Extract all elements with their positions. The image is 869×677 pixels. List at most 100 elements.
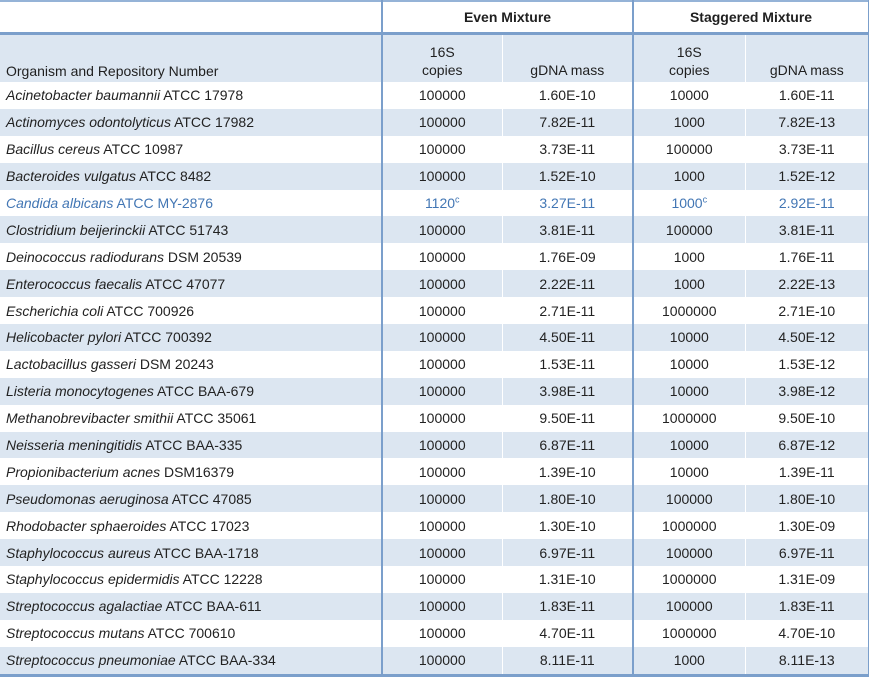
- table-row: Streptococcus pneumoniae ATCC BAA-334 100…: [0, 646, 869, 676]
- organism-cell: Escherichia coli ATCC 700926: [0, 297, 382, 324]
- organism-header-spacer: [0, 1, 382, 35]
- staggered-gdna-mass-cell: 1.52E-12: [744, 162, 869, 190]
- organism-name: Actinomyces odontolyticus: [6, 114, 171, 131]
- staggered-16s-copies-cell: 1000: [632, 270, 746, 298]
- organism-cell: Helicobacter pylori ATCC 700392: [0, 324, 382, 351]
- even-16s-copies-cell: 100000: [381, 619, 502, 647]
- organism-cell: Bacteroides vulgatus ATCC 8482: [0, 162, 382, 190]
- even-16s-copies-cell: 100000: [381, 216, 502, 244]
- even-16s-copies-cell: 100000: [381, 458, 502, 486]
- even-16s-copies-cell: 100000: [381, 566, 502, 593]
- table-row: Escherichia coli ATCC 700926 100000 2.71E-…: [0, 297, 869, 325]
- organism-cell: Streptococcus agalactiae ATCC BAA-611: [0, 592, 382, 620]
- staggered-16s-copies-cell: 1000c: [632, 189, 746, 217]
- even-16s-copies-cell: 100000: [381, 162, 502, 190]
- repository-number: DSM16379: [160, 463, 235, 480]
- even-gdna-mass-cell: 7.82E-11: [501, 108, 634, 136]
- organism-name: Candida albicans: [6, 195, 114, 211]
- organism-name: Clostridium beijerinckii: [6, 221, 146, 238]
- even-mixture-group-header: Even Mixture: [380, 1, 634, 35]
- even-16s-copies-cell: 100000: [381, 350, 502, 378]
- even-gdna-mass-cell: 1.83E-11: [501, 592, 634, 620]
- organism-cell: Streptococcus mutans ATCC 700610: [0, 620, 382, 647]
- even-gdna-mass-cell: 1.76E-09: [501, 243, 634, 271]
- staggered-16s-copies-cell: 10000: [632, 324, 746, 351]
- repository-number: ATCC BAA-611: [162, 598, 262, 615]
- organism-name: Listeria monocytogenes: [6, 383, 154, 400]
- organism-cell: Acinetobacter baumannii ATCC 17978: [0, 82, 382, 109]
- organism-name: Lactobacillus gasseri: [6, 356, 136, 373]
- staggered-gdna-mass-cell: 2.71E-10: [744, 297, 869, 325]
- staggered-gdna-mass-cell: 3.73E-11: [744, 135, 869, 163]
- table-row: Propionibacterium acnes DSM16379 100000 1.…: [0, 458, 869, 486]
- organism-cell: Actinomyces odontolyticus ATCC 17982: [0, 108, 382, 136]
- staggered-gdna-mass-cell: 4.50E-12: [744, 324, 869, 351]
- organism-name: Rhodobacter sphaeroides: [6, 517, 167, 534]
- sub-header-row: Organism and Repository Number 16S copie…: [0, 33, 869, 82]
- repository-number: ATCC BAA-335: [142, 437, 243, 454]
- even-gdna-mass-cell: 2.71E-11: [501, 297, 634, 325]
- staggered-gdna-mass-cell: 4.70E-10: [744, 619, 869, 647]
- staggered-gdna-mass-cell: 6.97E-11: [744, 539, 869, 567]
- staggered-gdna-mass-cell: 2.22E-13: [744, 270, 869, 298]
- staggered-16s-label: 16S: [676, 44, 702, 60]
- organism-cell: Deinococcus radiodurans DSM 20539: [0, 243, 382, 270]
- staggered-16s-copies-cell: 10000: [632, 82, 746, 109]
- organism-cell: Enterococcus faecalis ATCC 47077: [0, 270, 382, 298]
- staggered-gdna-mass-cell: 1.76E-11: [744, 243, 869, 271]
- repository-number: ATCC BAA-334: [175, 652, 276, 669]
- staggered-mixture-group-header: Staggered Mixture: [632, 1, 869, 35]
- table-row: Streptococcus mutans ATCC 700610 100000 4.…: [0, 619, 869, 647]
- repository-number: ATCC BAA-1718: [150, 544, 259, 561]
- organism-cell: Neisseria meningitidis ATCC BAA-335: [0, 431, 382, 459]
- even-16s-copies-cell: 100000: [381, 82, 502, 109]
- table-row: Lactobacillus gasseri DSM 20243 100000 1.5…: [0, 350, 869, 378]
- even-gdna-mass-column-header: gDNA mass: [501, 33, 634, 82]
- repository-number: ATCC 10987: [100, 141, 184, 158]
- staggered-16s-copies-cell: 10000: [632, 458, 746, 486]
- organism-name: Deinococcus radiodurans: [6, 248, 164, 265]
- organism-cell: Methanobrevibacter smithii ATCC 35061: [0, 405, 382, 432]
- staggered-gdna-mass-cell: 6.87E-12: [744, 431, 869, 459]
- even-gdna-mass-cell: 1.80E-10: [501, 485, 634, 513]
- staggered-gdna-mass-cell: 1.80E-10: [744, 485, 869, 513]
- organism-name: Acinetobacter baumannii: [6, 87, 161, 104]
- repository-number: ATCC MY-2876: [113, 195, 214, 211]
- staggered-gdna-mass-cell: 3.98E-12: [744, 377, 869, 405]
- footnote-marker: c: [702, 194, 708, 205]
- organism-column-header: Organism and Repository Number: [0, 33, 382, 82]
- staggered-16s-copies-cell: 1000: [632, 243, 746, 271]
- even-gdna-mass-cell: 2.22E-11: [501, 270, 634, 298]
- repository-number: DSM 20243: [135, 356, 214, 373]
- even-gdna-mass-cell: 1.30E-10: [501, 512, 634, 540]
- staggered-gdna-mass-cell: 8.11E-13: [744, 646, 869, 676]
- staggered-16s-copies-cell: 100000: [632, 485, 746, 513]
- table-row: Candida albicans ATCC MY-2876 1120c 3.27E-…: [0, 189, 869, 217]
- organism-cell: Staphylococcus aureus ATCC BAA-1718: [0, 539, 382, 567]
- repository-number: ATCC 12228: [179, 571, 263, 588]
- staggered-16s-copies-cell: 100000: [632, 216, 746, 244]
- table-row: Listeria monocytogenes ATCC BAA-679 10000…: [0, 377, 869, 405]
- organism-name: Enterococcus faecalis: [6, 275, 143, 292]
- even-gdna-mass-cell: 3.73E-11: [501, 135, 634, 163]
- organism-cell: Listeria monocytogenes ATCC BAA-679: [0, 377, 382, 405]
- even-16s-copies-cell: 100000: [381, 270, 502, 298]
- staggered-16s-copies-column-header: 16S copies: [632, 33, 746, 82]
- repository-number: ATCC 17982: [170, 114, 254, 131]
- repository-number: ATCC 17023: [166, 517, 250, 534]
- staggered-16s-copies-cell: 1000000: [632, 404, 746, 432]
- staggered-16s-copies-cell: 1000000: [632, 297, 746, 325]
- even-gdna-mass-cell: 8.11E-11: [501, 646, 634, 676]
- even-gdna-mass-cell: 3.27E-11: [501, 189, 634, 217]
- even-16s-copies-cell: 100000: [381, 297, 502, 325]
- organism-name: Bacillus cereus: [6, 141, 101, 158]
- staggered-gdna-label: gDNA mass: [769, 62, 844, 78]
- table-row: Streptococcus agalactiae ATCC BAA-611 100…: [0, 592, 869, 620]
- even-16s-copies-cell: 100000: [381, 485, 502, 513]
- staggered-16s-copies-cell: 100000: [632, 539, 746, 567]
- repository-number: ATCC 51743: [145, 221, 229, 238]
- organism-cell: Lactobacillus gasseri DSM 20243: [0, 351, 382, 378]
- even-gdna-mass-cell: 1.31E-10: [501, 566, 634, 593]
- organism-name: Streptococcus agalactiae: [6, 598, 163, 615]
- organism-cell: Streptococcus pneumoniae ATCC BAA-334: [0, 646, 382, 676]
